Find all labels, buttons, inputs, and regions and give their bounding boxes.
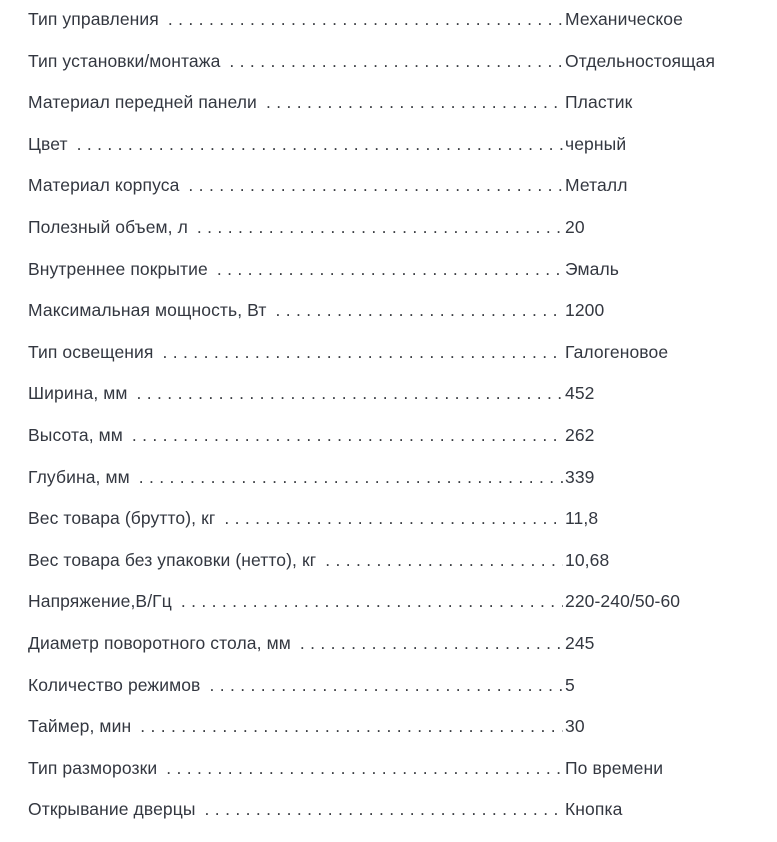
spec-value: 10,68	[565, 549, 610, 570]
spec-row: Ширина, мм .............................…	[28, 375, 777, 417]
spec-row: Диаметр поворотного стола, мм ..........…	[28, 625, 777, 667]
spec-label: Таймер, мин	[28, 716, 132, 737]
spec-label: Высота, мм	[28, 424, 123, 445]
spec-row: Напряжение,В/Гц ........................…	[28, 583, 777, 625]
spec-label: Напряжение,В/Гц	[28, 591, 172, 612]
dotted-leader: ........................................…	[216, 258, 563, 279]
spec-row: Внутреннее покрытие ....................…	[28, 251, 777, 293]
spec-row: Тип освещения ..........................…	[28, 334, 777, 376]
dotted-leader: ........................................…	[275, 300, 564, 321]
spec-label: Материал передней панели	[28, 92, 257, 113]
dotted-leader: ........................................…	[167, 9, 563, 29]
spec-row: Высота, мм .............................…	[28, 417, 777, 459]
spec-value: 245	[565, 632, 595, 653]
dotted-leader: ........................................…	[224, 508, 563, 529]
dotted-leader: ........................................…	[265, 92, 563, 113]
spec-value: 220-240/50-60	[565, 591, 681, 612]
spec-label: Глубина, мм	[28, 466, 130, 487]
spec-value: черный	[565, 133, 627, 154]
spec-label: Тип установки/монтажа	[28, 50, 221, 71]
dotted-leader: ........................................…	[138, 466, 563, 487]
spec-row: Глубина, мм ............................…	[28, 459, 777, 501]
spec-value: Пластик	[565, 92, 633, 113]
dotted-leader: ........................................…	[209, 674, 563, 695]
spec-value: 20	[565, 216, 585, 237]
spec-row: Вес товара (брутто), кг ................…	[28, 500, 777, 542]
spec-label: Тип освещения	[28, 341, 154, 362]
spec-row: Количество режимов .....................…	[28, 667, 777, 709]
spec-label: Вес товара (брутто), кг	[28, 508, 216, 529]
spec-value: 452	[565, 383, 595, 404]
dotted-leader: ........................................…	[162, 341, 563, 362]
spec-row: Тип управления .........................…	[28, 1, 777, 43]
spec-value: 1200	[565, 300, 605, 321]
spec-value: Механическое	[565, 9, 683, 29]
spec-value: Галогеновое	[565, 341, 669, 362]
spec-row: Материал передней панели ...............…	[28, 84, 777, 126]
spec-row: Максимальная мощность, Вт ..............…	[28, 292, 777, 334]
dotted-leader: ........................................…	[188, 175, 563, 196]
spec-row: Открывание дверцы ......................…	[28, 791, 777, 833]
spec-label: Тип разморозки	[28, 757, 158, 778]
spec-value: По времени	[565, 757, 664, 778]
spec-label: Ширина, мм	[28, 383, 128, 404]
spec-value: Эмаль	[565, 258, 619, 279]
dotted-leader: ........................................…	[229, 50, 563, 71]
spec-row: Тип разморозки .........................…	[28, 750, 777, 792]
spec-label: Внутреннее покрытие	[28, 258, 208, 279]
dotted-leader: ........................................…	[180, 591, 563, 612]
dotted-leader: ........................................…	[131, 424, 563, 445]
spec-value: 339	[565, 466, 595, 487]
spec-row: Материал корпуса .......................…	[28, 167, 777, 209]
dotted-leader: ........................................…	[166, 757, 563, 778]
spec-value: 11,8	[565, 508, 599, 529]
dotted-leader: ........................................…	[299, 632, 563, 653]
spec-label: Цвет	[28, 133, 68, 154]
spec-label: Тип управления	[28, 9, 159, 29]
dotted-leader: ........................................…	[140, 716, 563, 737]
dotted-leader: ........................................…	[136, 383, 563, 404]
dotted-leader: ........................................…	[76, 133, 563, 154]
dotted-leader: ........................................…	[204, 799, 563, 820]
dotted-leader: ........................................…	[196, 216, 563, 237]
spec-row: Тип установки/монтажа ..................…	[28, 43, 777, 85]
spec-row: Таймер, мин ............................…	[28, 708, 777, 750]
spec-label: Максимальная мощность, Вт	[28, 300, 267, 321]
spec-label: Материал корпуса	[28, 175, 180, 196]
spec-label: Вес товара без упаковки (нетто), кг	[28, 549, 317, 570]
spec-value: 5	[565, 674, 575, 695]
spec-value: Металл	[565, 175, 628, 196]
spec-value: Отдельностоящая	[565, 50, 716, 71]
spec-label: Диаметр поворотного стола, мм	[28, 632, 291, 653]
spec-value: 262	[565, 424, 595, 445]
dotted-leader: ........................................…	[325, 549, 563, 570]
spec-row: Цвет ...................................…	[28, 126, 777, 168]
spec-value: Кнопка	[565, 799, 623, 820]
spec-label: Количество режимов	[28, 674, 201, 695]
spec-row: Полезный объем, л ......................…	[28, 209, 777, 251]
spec-row: Вес товара без упаковки (нетто), кг ....…	[28, 542, 777, 584]
spec-label: Открывание дверцы	[28, 799, 196, 820]
spec-value: 30	[565, 716, 585, 737]
spec-label: Полезный объем, л	[28, 216, 188, 237]
